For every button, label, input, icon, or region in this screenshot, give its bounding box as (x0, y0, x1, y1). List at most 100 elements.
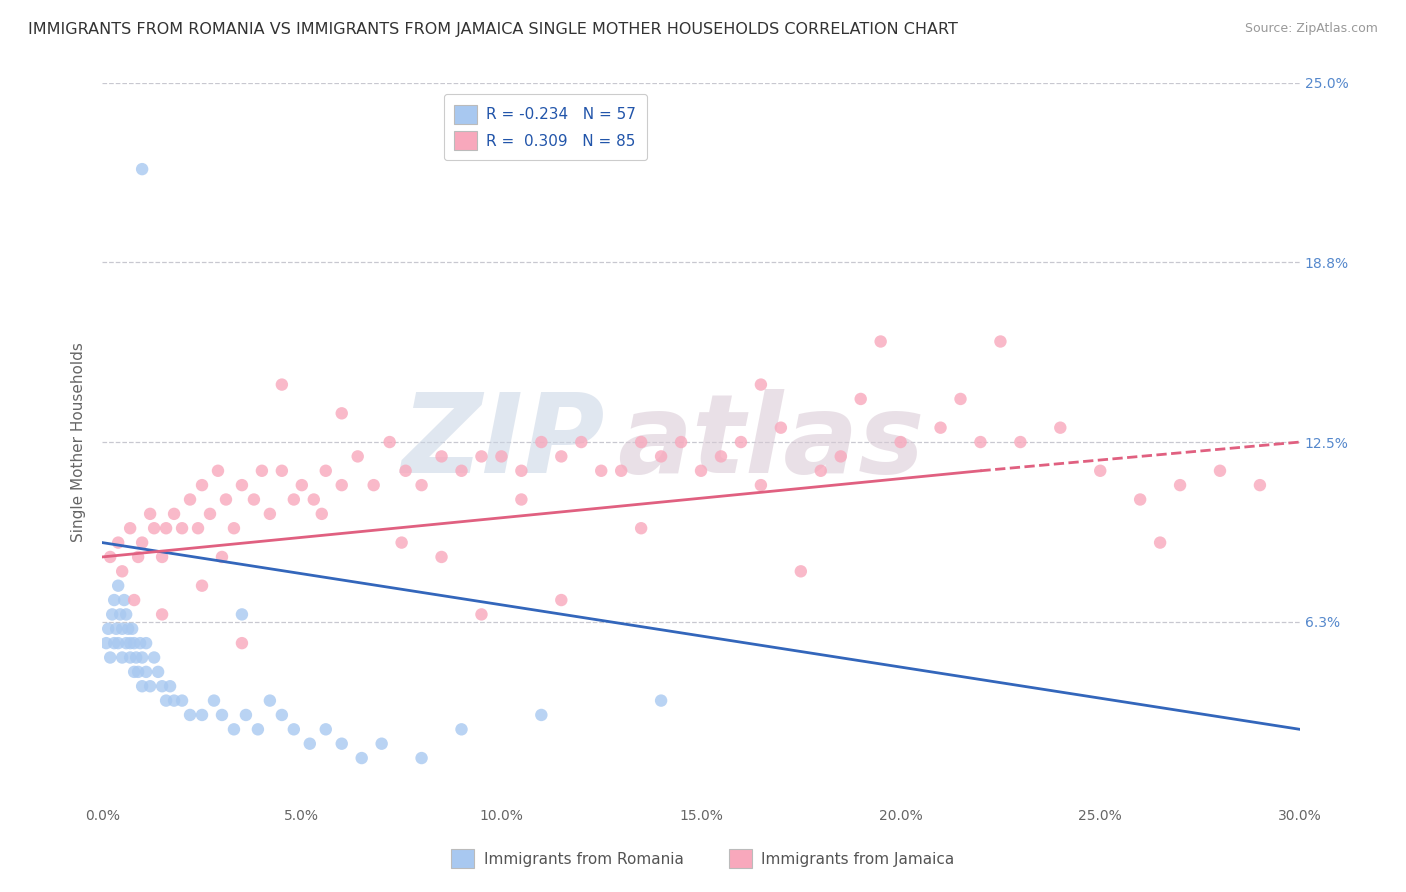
Point (163, 693, 186, 707)
Point (191, 579, 214, 593)
Point (550, 593, 572, 607)
Text: ZIP: ZIP (402, 389, 605, 496)
Point (103, 636, 125, 650)
Point (120, 636, 142, 650)
Point (790, 564, 813, 578)
Point (370, 737, 392, 751)
Point (1209, 464, 1232, 478)
Point (231, 478, 253, 492)
Point (135, 665, 157, 679)
Point (107, 636, 129, 650)
Point (191, 708, 214, 723)
Point (330, 478, 353, 492)
Point (101, 607, 124, 622)
Point (143, 650, 166, 665)
Point (143, 521, 166, 535)
Point (150, 607, 173, 622)
Point (155, 521, 177, 535)
Point (491, 450, 513, 464)
Y-axis label: Single Mother Households: Single Mother Households (72, 343, 86, 542)
Point (111, 564, 134, 578)
Point (231, 636, 253, 650)
Point (131, 162, 153, 177)
Point (346, 450, 368, 464)
Point (105, 622, 128, 636)
Point (121, 622, 143, 636)
Point (191, 478, 214, 492)
Point (669, 435, 692, 450)
Point (222, 723, 245, 737)
Point (215, 492, 238, 507)
Point (1129, 492, 1152, 507)
Point (650, 693, 672, 707)
Point (107, 535, 129, 549)
Point (117, 622, 139, 636)
Point (650, 450, 672, 464)
Point (394, 464, 416, 478)
Text: atlas: atlas (617, 389, 925, 496)
Point (315, 464, 337, 478)
Point (1249, 478, 1271, 492)
Point (146, 665, 169, 679)
Point (170, 693, 193, 707)
Point (330, 406, 353, 420)
Point (179, 492, 201, 507)
Point (103, 593, 125, 607)
Point (150, 679, 173, 693)
Point (749, 377, 772, 392)
Point (125, 650, 148, 665)
Point (470, 450, 492, 464)
Point (131, 535, 153, 549)
Point (630, 435, 652, 450)
Point (990, 334, 1012, 349)
Point (179, 708, 201, 723)
Point (127, 665, 149, 679)
Point (769, 420, 792, 434)
Point (550, 450, 572, 464)
Point (259, 507, 281, 521)
Point (270, 464, 292, 478)
Point (530, 708, 553, 723)
Point (830, 450, 852, 464)
Point (108, 607, 131, 622)
Point (243, 492, 266, 507)
Point (139, 507, 162, 521)
Point (127, 549, 149, 564)
Point (198, 507, 221, 521)
Point (291, 478, 314, 492)
Point (315, 723, 337, 737)
Point (250, 464, 273, 478)
Point (122, 593, 145, 607)
Point (849, 392, 872, 406)
Point (949, 392, 972, 406)
Point (211, 708, 233, 723)
Point (97, 622, 120, 636)
Point (378, 435, 401, 450)
Point (302, 492, 325, 507)
Point (969, 435, 991, 450)
Point (270, 708, 292, 723)
Point (470, 607, 492, 622)
Point (207, 464, 229, 478)
Point (246, 723, 269, 737)
Point (187, 521, 209, 535)
Text: IMMIGRANTS FROM ROMANIA VS IMMIGRANTS FROM JAMAICA SINGLE MOTHER HOUSEHOLDS CORR: IMMIGRANTS FROM ROMANIA VS IMMIGRANTS FR… (28, 22, 957, 37)
Point (131, 650, 153, 665)
Point (112, 593, 135, 607)
Point (810, 464, 832, 478)
Point (1010, 435, 1032, 450)
Point (98, 549, 121, 564)
Point (1168, 478, 1191, 492)
Point (610, 464, 633, 478)
Point (411, 751, 433, 765)
Point (235, 708, 257, 723)
Point (122, 636, 145, 650)
Point (749, 478, 772, 492)
Point (450, 723, 472, 737)
Point (391, 535, 413, 549)
Point (591, 464, 613, 478)
Text: Source: ZipAtlas.com: Source: ZipAtlas.com (1244, 22, 1378, 36)
Point (107, 579, 129, 593)
Point (869, 334, 891, 349)
Point (630, 521, 652, 535)
